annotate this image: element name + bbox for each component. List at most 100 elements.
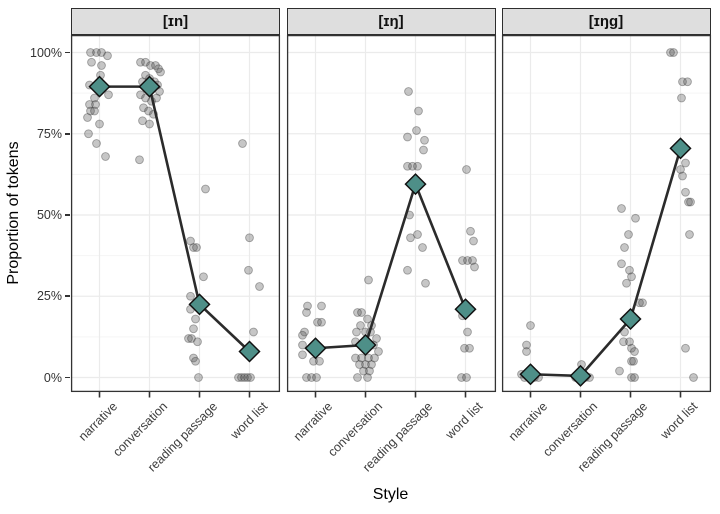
mean-diamond [353, 333, 377, 357]
data-point [468, 236, 478, 246]
facet-plot [501, 34, 711, 398]
data-point [297, 340, 307, 350]
data-point [237, 373, 246, 382]
data-point [194, 373, 203, 382]
data-point [87, 57, 96, 67]
data-point [462, 327, 472, 337]
data-point [411, 126, 421, 135]
data-point [680, 187, 690, 197]
data-point [135, 155, 144, 165]
facet-strip-label: [ɪŋg] [501, 8, 711, 35]
data-point [363, 353, 373, 363]
panel-border [286, 34, 496, 393]
mean-diamond [188, 293, 211, 316]
data-point [465, 226, 475, 236]
data-point [243, 373, 252, 382]
data-point [402, 161, 412, 171]
mean-diamond [568, 364, 592, 387]
data-point [151, 61, 160, 70]
data-point [665, 48, 675, 57]
y-tick-label: 100% [30, 45, 62, 60]
data-point [154, 64, 163, 74]
facet-plot [70, 34, 281, 398]
data-point [354, 360, 364, 369]
data-point [412, 161, 422, 171]
facet-strip-label: [ɪŋ] [286, 8, 496, 35]
data-point [362, 314, 372, 324]
data-point [97, 61, 106, 70]
data-point [525, 321, 535, 330]
mean-diamond [403, 173, 427, 196]
y-tick-label: 50% [36, 208, 62, 222]
data-point [136, 57, 145, 67]
data-point [297, 330, 307, 340]
mean-diamond [303, 337, 327, 360]
data-point [405, 233, 415, 243]
data-point [417, 243, 427, 252]
data-point [677, 77, 687, 87]
data-point [255, 282, 264, 291]
panel-border [70, 34, 281, 393]
y-tick-mark [65, 376, 70, 379]
data-point [189, 353, 198, 363]
y-tick-mark [65, 214, 70, 216]
data-point [97, 48, 106, 57]
data-point [139, 103, 148, 113]
mean-diamond [668, 137, 692, 160]
data-point [680, 343, 690, 353]
y-tick-mark [65, 51, 70, 54]
data-point [676, 93, 686, 103]
data-point [626, 356, 636, 366]
facet-strip-label: [ɪn] [71, 8, 280, 35]
data-point [469, 262, 479, 272]
panel-border [501, 34, 711, 393]
data-point [369, 353, 379, 363]
data-point [419, 135, 429, 145]
data-point [623, 230, 633, 239]
data-point [141, 70, 150, 80]
data-point [356, 308, 366, 317]
data-point [371, 334, 381, 343]
data-point [628, 356, 638, 366]
data-point [92, 139, 101, 148]
data-point [685, 197, 695, 207]
data-point [351, 327, 361, 337]
data-point [138, 116, 147, 126]
data-point [402, 132, 412, 142]
facet-plot [286, 34, 496, 398]
data-point [91, 100, 100, 109]
data-point [459, 343, 469, 353]
data-point [355, 321, 365, 330]
data-point [630, 213, 640, 223]
data-point [311, 373, 321, 382]
data-point [244, 265, 253, 275]
data-point [366, 360, 376, 369]
data-point [201, 184, 210, 194]
data-point [356, 353, 366, 363]
data-point [467, 256, 477, 265]
data-point [456, 373, 466, 382]
mean-diamond [88, 75, 111, 98]
data-point [350, 353, 360, 363]
data-point [362, 373, 372, 382]
mean-diamond [518, 363, 542, 386]
data-point [101, 152, 110, 161]
panel-background [71, 35, 280, 392]
data-point [668, 48, 678, 57]
data-point [352, 373, 362, 382]
data-point [420, 278, 430, 288]
data-point [680, 158, 690, 168]
data-point [249, 327, 258, 337]
gridlines [286, 35, 496, 392]
data-point [682, 77, 692, 87]
mean-line [529, 148, 682, 378]
gridlines [71, 35, 280, 392]
data-point [191, 356, 200, 366]
data-point [92, 48, 101, 57]
data-point [314, 356, 324, 366]
data-point [84, 129, 93, 139]
data-point [629, 373, 639, 382]
data-point [245, 233, 254, 243]
data-point [186, 236, 195, 246]
data-point [86, 106, 95, 116]
